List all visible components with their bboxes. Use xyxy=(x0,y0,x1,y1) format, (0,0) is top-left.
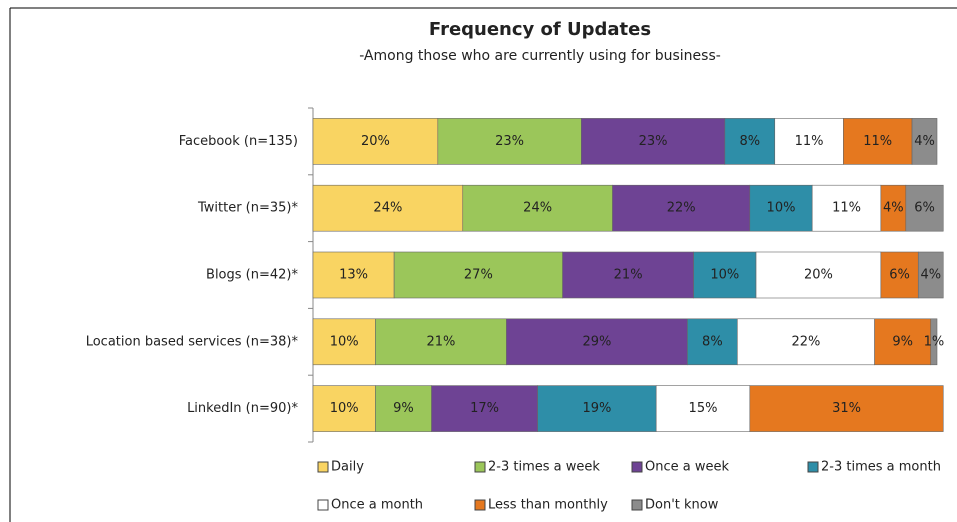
data-label: 10% xyxy=(710,268,739,283)
data-label: 10% xyxy=(330,401,359,416)
legend-swatch xyxy=(631,461,643,473)
data-label: 31% xyxy=(832,401,861,416)
bar-segment xyxy=(506,318,688,366)
y-tick-label: Twitter (n=35)* xyxy=(197,201,299,216)
data-label: 9% xyxy=(892,334,913,349)
bar-segment xyxy=(724,118,776,165)
legend-label: 2-3 times a month xyxy=(821,460,941,475)
legend-label: Once a week xyxy=(645,460,729,475)
data-label: 11% xyxy=(795,134,824,149)
bar-segment xyxy=(737,318,875,366)
legend-label: Once a month xyxy=(331,498,423,513)
bar-segment xyxy=(749,385,944,432)
bar-segment xyxy=(312,385,376,432)
data-label: 10% xyxy=(330,334,359,349)
legend-label: Less than monthly xyxy=(488,498,608,513)
data-label: 13% xyxy=(339,268,368,283)
y-tick-label: Location based services (n=38)* xyxy=(86,334,299,349)
bar-segment xyxy=(431,385,538,432)
data-label: 6% xyxy=(889,268,910,283)
bar-segment xyxy=(612,184,751,232)
legend-label: 2-3 times a week xyxy=(488,460,600,475)
data-label: 22% xyxy=(792,334,821,349)
data-label: 17% xyxy=(470,401,499,416)
legend-swatch xyxy=(631,499,643,511)
y-tick-label: Blogs (n=42)* xyxy=(206,268,298,283)
chart-subtitle: -Among those who are currently using for… xyxy=(359,48,721,64)
data-label: 24% xyxy=(373,201,402,216)
bar-segment xyxy=(581,118,726,165)
data-label: 15% xyxy=(689,401,718,416)
data-label: 23% xyxy=(495,134,524,149)
legend-swatch xyxy=(807,461,819,473)
data-label: 24% xyxy=(523,201,552,216)
data-label: 21% xyxy=(614,268,643,283)
bar-segment xyxy=(905,184,944,232)
bar-segment xyxy=(655,385,751,432)
data-label: 29% xyxy=(582,334,611,349)
data-label: 20% xyxy=(804,268,833,283)
data-label: 10% xyxy=(767,201,796,216)
bar-segment xyxy=(917,251,944,299)
bar-segment xyxy=(911,118,938,165)
data-label: 6% xyxy=(914,201,935,216)
bar-segment xyxy=(312,118,439,165)
bar-segment xyxy=(462,184,613,232)
data-label: 4% xyxy=(883,201,904,216)
legend-swatch xyxy=(317,461,329,473)
data-label: 4% xyxy=(920,268,941,283)
bar-segment xyxy=(437,118,582,165)
bar-segment xyxy=(749,184,813,232)
bar-segment xyxy=(774,118,844,165)
bar-segment xyxy=(687,318,738,366)
data-label: 11% xyxy=(832,201,861,216)
data-label: 19% xyxy=(582,401,611,416)
y-tick-label: LinkedIn (n=90)* xyxy=(187,401,298,416)
data-label: 22% xyxy=(667,201,696,216)
data-label: 23% xyxy=(639,134,668,149)
bar-segment xyxy=(693,251,757,299)
data-label: 1% xyxy=(924,334,945,349)
legend-label: Daily xyxy=(331,460,364,475)
data-label: 27% xyxy=(464,268,493,283)
data-label: 4% xyxy=(914,134,935,149)
legend-swatch xyxy=(474,499,486,511)
data-label: 21% xyxy=(426,334,455,349)
data-label: 8% xyxy=(702,334,723,349)
y-tick-label: Facebook (n=135) xyxy=(179,134,298,149)
data-label: 8% xyxy=(739,134,760,149)
data-label: 20% xyxy=(361,134,390,149)
bar-segment xyxy=(537,385,657,432)
bar-segment xyxy=(880,184,907,232)
bar-segment xyxy=(843,118,913,165)
bar-segment xyxy=(312,318,376,366)
legend-label: Don't know xyxy=(645,498,719,513)
bar-segment xyxy=(375,385,432,432)
chart-title: Frequency of Updates xyxy=(429,19,651,40)
data-label: 9% xyxy=(393,401,414,416)
bar-segment xyxy=(930,318,938,366)
bar-segment xyxy=(562,251,694,299)
legend-swatch xyxy=(317,499,329,511)
data-label: 11% xyxy=(863,134,892,149)
legend-swatch xyxy=(474,461,486,473)
bar-segment xyxy=(375,318,507,366)
